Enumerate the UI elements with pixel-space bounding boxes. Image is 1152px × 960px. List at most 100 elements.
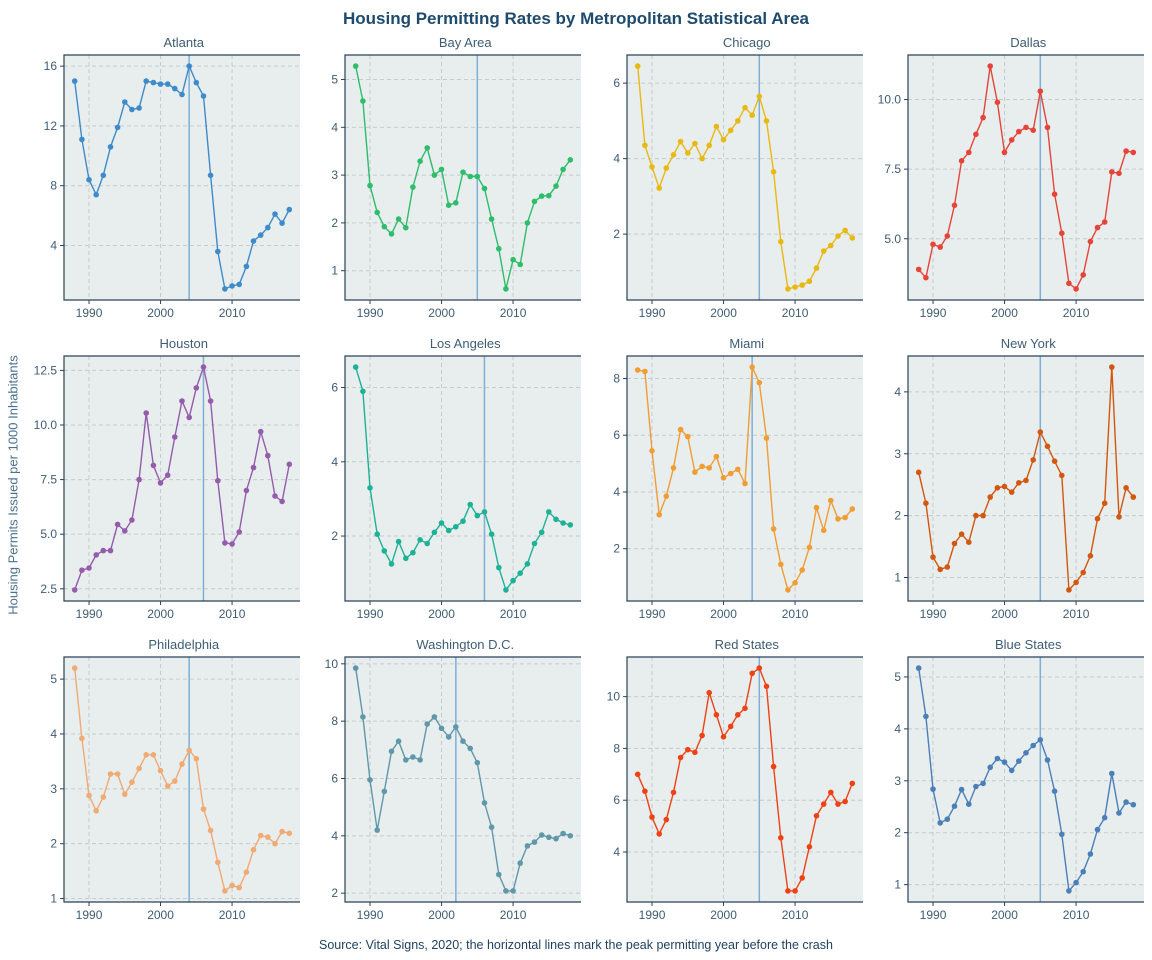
source-caption: Source: Vital Signs, 2020; the horizonta… bbox=[319, 938, 833, 952]
chart-panel-houston: Houston 1990 2000 2010 2.5 5.0 7.5 10.0 12.5 bbox=[26, 334, 308, 635]
svg-text:1990: 1990 bbox=[920, 306, 947, 320]
svg-text:2: 2 bbox=[332, 886, 339, 900]
gridlines bbox=[908, 657, 1145, 902]
svg-text:2000: 2000 bbox=[710, 306, 737, 320]
chart-panel-red-states: Red States 1990 2000 2010 4 6 8 10 bbox=[589, 635, 871, 936]
axis-ticks bbox=[59, 65, 233, 304]
data-points-new-york bbox=[916, 364, 1137, 593]
data-points-red-states bbox=[634, 665, 855, 894]
svg-text:4: 4 bbox=[50, 239, 57, 253]
panel-plot-philadelphia: 1990 2000 2010 1 2 3 4 5 bbox=[50, 656, 300, 922]
svg-text:4: 4 bbox=[332, 120, 339, 134]
svg-text:2010: 2010 bbox=[781, 908, 808, 922]
svg-text:12.5: 12.5 bbox=[33, 363, 57, 377]
svg-text:16: 16 bbox=[43, 59, 57, 73]
plot-background bbox=[63, 657, 300, 902]
svg-text:8: 8 bbox=[613, 741, 620, 755]
chart-panel-philadelphia: Philadelphia 1990 2000 2010 1 2 3 4 5 bbox=[26, 635, 308, 936]
gridlines bbox=[626, 657, 863, 902]
axis-ticks bbox=[904, 99, 1077, 304]
gridlines bbox=[345, 55, 582, 300]
chart-panel-chicago: Chicago 1990 2000 2010 2 4 6 bbox=[589, 33, 871, 334]
svg-text:5: 5 bbox=[895, 670, 902, 684]
svg-text:4: 4 bbox=[613, 845, 620, 859]
svg-text:10: 10 bbox=[325, 657, 339, 671]
axis-tick-labels: 1990 2000 2010 2 4 6 8 bbox=[613, 371, 808, 621]
svg-text:5: 5 bbox=[332, 73, 339, 87]
plot-background bbox=[345, 356, 582, 601]
svg-text:2000: 2000 bbox=[428, 908, 455, 922]
panel-title-blue-states: Blue States bbox=[995, 637, 1062, 652]
plot-background bbox=[626, 657, 863, 902]
axis-ticks bbox=[904, 391, 1077, 605]
svg-text:6: 6 bbox=[613, 793, 620, 807]
gridlines bbox=[908, 356, 1145, 601]
panel-plot-red-states: 1990 2000 2010 4 6 8 10 bbox=[606, 656, 863, 922]
gridlines bbox=[626, 55, 863, 300]
panel-plot-los-angeles: 1990 2000 2010 2 4 6 bbox=[332, 355, 582, 621]
svg-text:1: 1 bbox=[50, 892, 57, 906]
axis-tick-labels: 1990 2000 2010 4 6 8 10 bbox=[606, 690, 808, 922]
svg-text:4: 4 bbox=[50, 727, 57, 741]
svg-text:5.0: 5.0 bbox=[40, 527, 57, 541]
svg-text:7.5: 7.5 bbox=[40, 473, 57, 487]
data-points-philadelphia bbox=[71, 665, 292, 894]
svg-text:2000: 2000 bbox=[147, 908, 174, 922]
svg-text:10: 10 bbox=[606, 690, 620, 704]
svg-text:1990: 1990 bbox=[75, 908, 102, 922]
svg-text:1990: 1990 bbox=[638, 607, 665, 621]
chart-panel-atlanta: Atlanta 1990 2000 2010 4 8 12 16 bbox=[26, 33, 308, 334]
svg-text:1990: 1990 bbox=[638, 908, 665, 922]
svg-text:6: 6 bbox=[332, 381, 339, 395]
svg-text:2010: 2010 bbox=[1063, 908, 1090, 922]
svg-text:4: 4 bbox=[895, 722, 902, 736]
chart-panel-los-angeles: Los Angeles 1990 2000 2010 2 4 6 bbox=[308, 334, 590, 635]
gridlines bbox=[345, 356, 582, 601]
axis-tick-labels: 1990 2000 2010 5.0 7.5 10.0 bbox=[878, 93, 1090, 320]
svg-text:4: 4 bbox=[613, 485, 620, 499]
plot-border bbox=[626, 656, 863, 903]
svg-text:4: 4 bbox=[332, 455, 339, 469]
svg-text:2000: 2000 bbox=[991, 908, 1018, 922]
plot-border bbox=[907, 656, 1145, 903]
y-axis-label: Housing Permits Issued per 1000 Inhabita… bbox=[5, 354, 21, 615]
panel-title-atlanta: Atlanta bbox=[163, 35, 204, 50]
plot-background bbox=[345, 657, 582, 902]
figure-body: Housing Permits Issued per 1000 Inhabita… bbox=[0, 33, 1152, 936]
svg-text:5: 5 bbox=[50, 672, 57, 686]
svg-text:1990: 1990 bbox=[357, 306, 384, 320]
axis-ticks bbox=[904, 676, 1077, 906]
svg-text:1990: 1990 bbox=[920, 908, 947, 922]
plot-background bbox=[908, 657, 1145, 902]
svg-text:2000: 2000 bbox=[991, 306, 1018, 320]
figure-title: Housing Permitting Rates by Metropolitan… bbox=[342, 9, 809, 28]
axis-tick-labels: 1990 2000 2010 1 2 3 4 5 bbox=[50, 672, 245, 922]
chart-panel-blue-states: Blue States 1990 2000 2010 1 2 3 4 5 bbox=[871, 635, 1152, 936]
data-points-chicago bbox=[634, 63, 855, 292]
axis-tick-labels: 1990 2000 2010 2 4 6 bbox=[332, 381, 527, 621]
panel-plot-houston: 1990 2000 2010 2.5 5.0 7.5 10.0 12.5 bbox=[33, 355, 300, 621]
axis-ticks bbox=[341, 387, 514, 605]
svg-text:6: 6 bbox=[332, 771, 339, 785]
panel-plot-blue-states: 1990 2000 2010 1 2 3 4 5 bbox=[895, 656, 1145, 922]
plot-border bbox=[344, 656, 582, 903]
svg-text:7.5: 7.5 bbox=[885, 162, 902, 176]
gridlines bbox=[63, 356, 300, 601]
svg-text:2: 2 bbox=[332, 216, 339, 230]
svg-text:1990: 1990 bbox=[357, 908, 384, 922]
axis-ticks bbox=[59, 369, 233, 605]
axis-ticks bbox=[622, 696, 796, 906]
svg-text:1990: 1990 bbox=[357, 607, 384, 621]
svg-text:2: 2 bbox=[613, 227, 620, 241]
gridlines bbox=[63, 657, 300, 902]
panel-title-los-angeles: Los Angeles bbox=[429, 336, 501, 351]
plot-border bbox=[63, 355, 300, 602]
panel-grid: Atlanta 1990 2000 2010 4 8 12 16 Bay Area 1990 200… bbox=[26, 33, 1152, 936]
svg-text:2000: 2000 bbox=[710, 607, 737, 621]
svg-text:2010: 2010 bbox=[218, 306, 245, 320]
svg-text:2: 2 bbox=[613, 542, 620, 556]
chart-panel-miami: Miami 1990 2000 2010 2 4 6 8 bbox=[589, 334, 871, 635]
axis-tick-labels: 1990 2000 2010 2.5 5.0 7.5 10.0 12.5 bbox=[33, 363, 245, 621]
axis-tick-labels: 1990 2000 2010 2 4 6 bbox=[613, 76, 808, 320]
chart-panel-washington-dc: Washington D.C. 1990 2000 2010 2 4 6 8 10 bbox=[308, 635, 590, 936]
